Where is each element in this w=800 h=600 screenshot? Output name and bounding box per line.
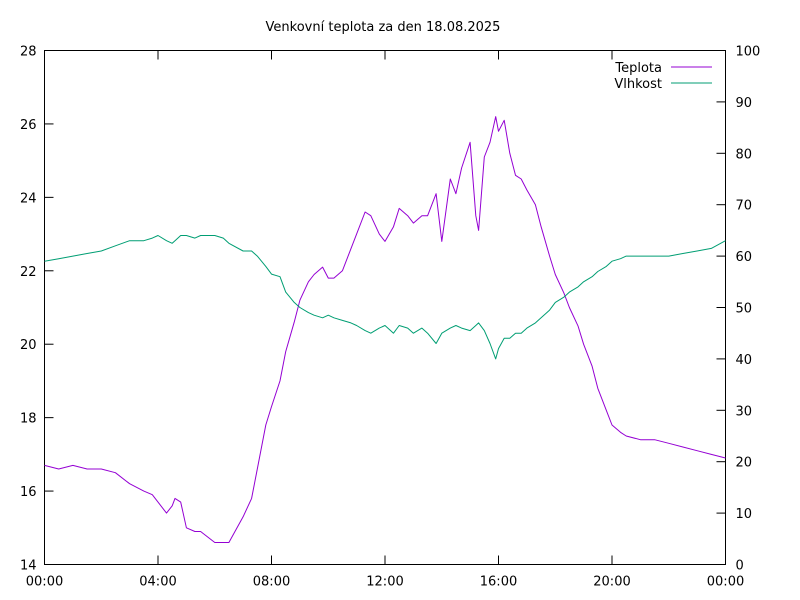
x-tick-label: 16:00 [480,575,517,590]
y-right-tick-label: 0 [736,559,744,574]
y-left-tick-label: 26 [20,118,37,133]
y-right-tick-label: 30 [736,404,753,419]
x-tick-label: 00:00 [26,575,63,590]
series-lines [44,116,726,543]
y-right-tick-label: 80 [736,147,753,162]
x-tick-label: 00:00 [707,575,744,590]
chart-title: Venkovní teplota za den 18.08.2025 [266,20,501,35]
y-right-tick-label: 60 [736,250,753,265]
y-right-tick-label: 50 [736,302,753,317]
legend-label-vlhkost: Vlhkost [614,77,662,92]
y-left-tick-label: 16 [20,485,37,500]
y-left-tick-label: 20 [20,338,37,353]
plot-frame [44,50,726,565]
y-right-tick-label: 90 [736,96,753,111]
x-tick-label: 12:00 [366,575,403,590]
y-left-tick-label: 24 [20,191,37,206]
y-left-tick-label: 14 [20,559,37,574]
tick-labels: 14 16 18 20 22 24 26 28 0 10 20 30 40 50 60 70 80 90 100 00… [20,45,760,590]
x-tick-label: 08:00 [253,575,290,590]
legend-label-teplota: Teplota [614,61,662,76]
x-tick-label: 20:00 [593,575,630,590]
y-right-tick-label: 40 [736,353,753,368]
y-right-tick-label: 20 [736,456,753,471]
y-right-tick-label: 100 [736,45,761,60]
y-left-tick-label: 18 [20,412,37,427]
y-left-tick-label: 28 [20,45,37,60]
tick-marks [44,50,726,565]
series-line-teplota [44,116,726,543]
y-right-tick-label: 10 [736,507,753,522]
series-line-vlhkost [44,235,726,360]
y-right-tick-label: 70 [736,199,753,214]
y-left-tick-label: 22 [20,265,37,280]
x-tick-label: 04:00 [139,575,176,590]
